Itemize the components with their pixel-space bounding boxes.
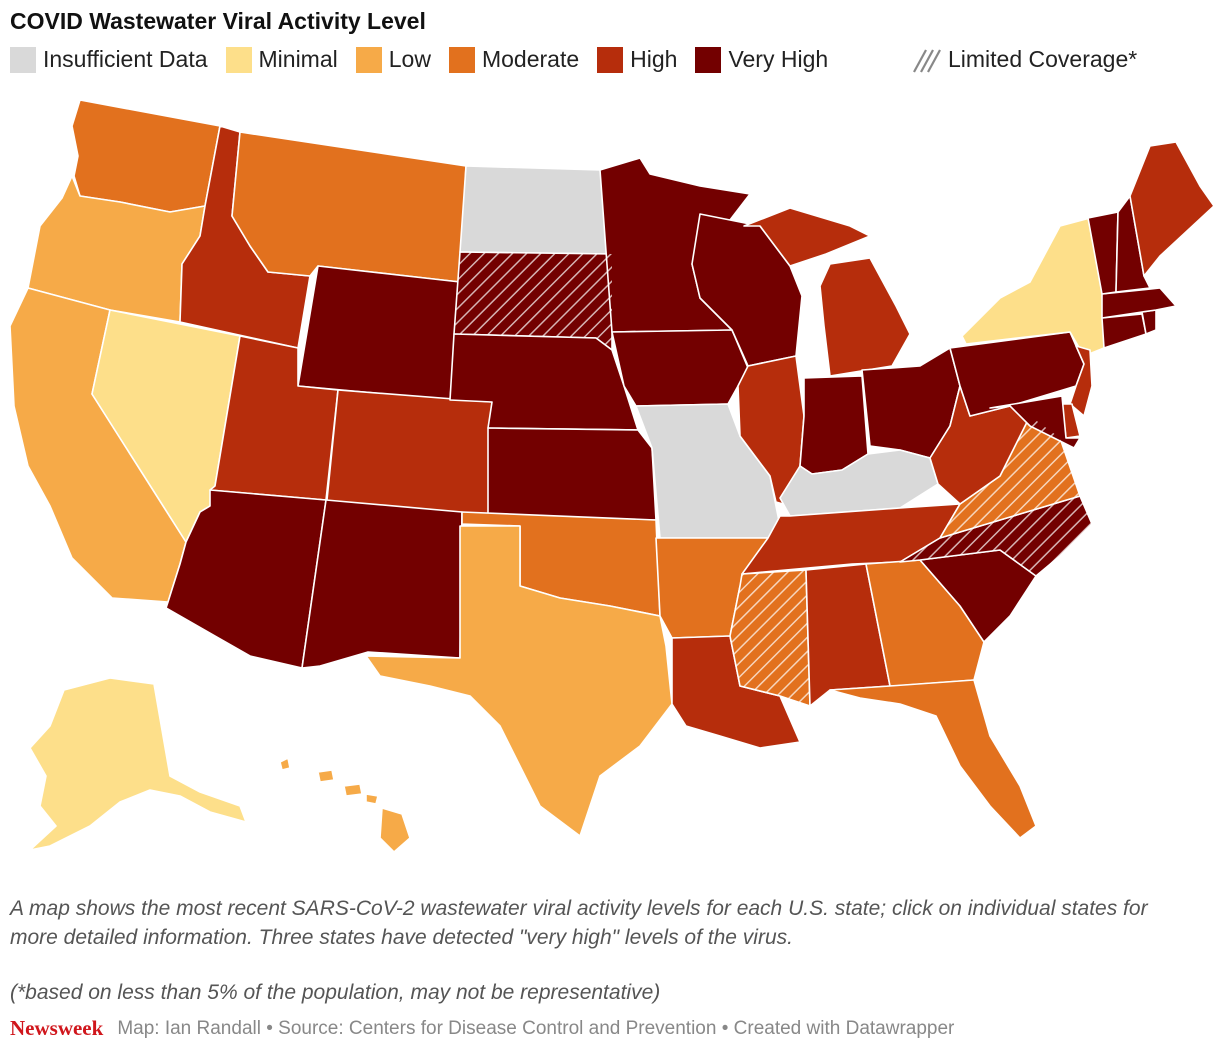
state-KS[interactable] [487, 427, 657, 521]
hatch-NC [900, 496, 1092, 576]
state-NJ[interactable] [1069, 345, 1093, 417]
footer: Newsweek Map: Ian Randall • Source: Cent… [10, 1016, 954, 1041]
state-MA[interactable] [1101, 287, 1177, 319]
state-IA[interactable] [611, 329, 749, 407]
legend-label: Minimal [258, 46, 338, 72]
state-IN[interactable] [799, 375, 869, 475]
legend-swatch [448, 46, 475, 73]
state-NY[interactable] [961, 217, 1105, 357]
legend-label: Insufficient Data [43, 46, 208, 72]
legend-item-insufficient: Insufficient Data [10, 46, 208, 73]
map-description: A map shows the most recent SARS-CoV-2 w… [10, 897, 1148, 949]
legend-swatch [695, 46, 722, 73]
legend-label: Low [388, 46, 431, 72]
state-CO[interactable] [325, 389, 493, 521]
state-WY[interactable] [297, 265, 461, 401]
hatch-swatch-icon [913, 49, 941, 73]
state-NM[interactable] [301, 499, 463, 669]
legend-swatch [225, 46, 252, 73]
state-MT[interactable] [231, 131, 467, 283]
map-title: COVID Wastewater Viral Activity Level [10, 8, 426, 34]
state-FL[interactable] [829, 679, 1037, 839]
legend-label: Moderate [481, 46, 580, 72]
legend-item-minimal: Minimal [225, 46, 338, 73]
legend-label: High [630, 46, 678, 72]
legend: Insufficient Data Minimal Low Moderate H… [10, 46, 846, 73]
legend-label: Limited Coverage* [948, 45, 1138, 72]
legend-swatch [355, 46, 382, 73]
legend-item-moderate: Moderate [448, 46, 580, 73]
legend-swatch [597, 46, 624, 73]
state-WA[interactable] [71, 99, 221, 213]
state-TX[interactable] [365, 525, 673, 837]
legend-item-very-high: Very High [695, 46, 828, 73]
legend-swatch [10, 46, 36, 73]
hatch-VA [938, 416, 1080, 538]
credit-line: Map: Ian Randall • Source: Centers for D… [117, 1017, 955, 1039]
newsweek-logo[interactable]: Newsweek [10, 1016, 104, 1040]
state-ND[interactable] [459, 165, 613, 255]
state-NH[interactable] [1115, 195, 1151, 293]
state-ME[interactable] [1129, 141, 1215, 277]
state-AK[interactable] [29, 677, 247, 851]
legend-item-high: High [597, 46, 677, 73]
legend-item-limited-coverage: Limited Coverage* [912, 44, 1137, 74]
hatch-SD [454, 252, 612, 350]
us-map [9, 99, 1215, 853]
hatch-MS [730, 570, 810, 706]
legend-label: Very High [728, 46, 829, 72]
state-MI[interactable] [743, 207, 911, 377]
state-CT[interactable] [1101, 313, 1147, 349]
state-HI[interactable] [279, 757, 411, 853]
footnote: (*based on less than 5% of the populatio… [10, 981, 661, 1004]
legend-item-low: Low [355, 46, 431, 73]
